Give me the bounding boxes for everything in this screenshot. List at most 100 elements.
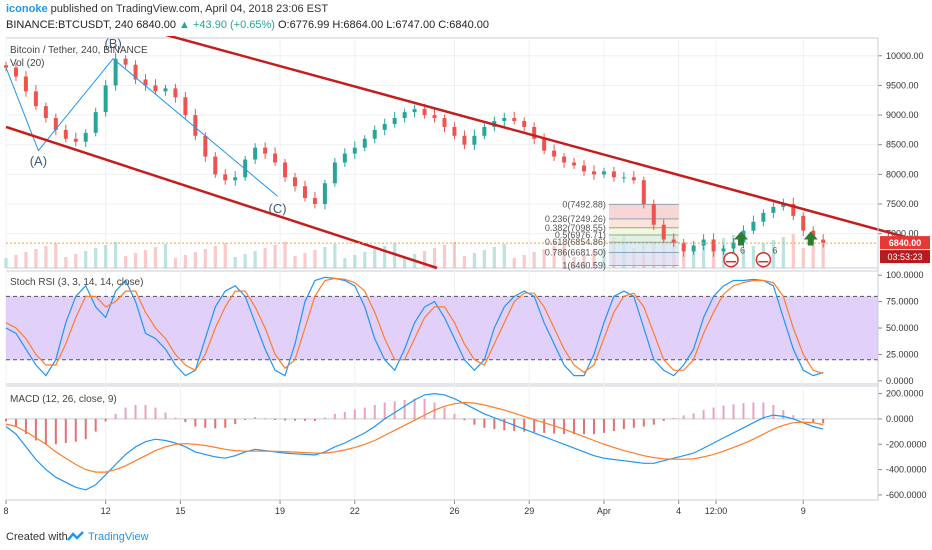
macd-histogram-bar — [363, 407, 366, 419]
chart-area[interactable]: 10000.00 9500.00 9000.00 8500.00 8000.00 7500… — [0, 30, 932, 524]
candle-body — [302, 186, 307, 199]
macd-title: MACD (12, 26, close, 9) — [10, 394, 117, 405]
volume-bar — [821, 242, 825, 268]
stoch-axis-label: 100.0000 — [886, 270, 924, 280]
candle-body — [73, 138, 78, 142]
candle-body — [233, 177, 238, 181]
candle-body — [263, 147, 268, 154]
last-price: 6840.00 — [136, 19, 176, 31]
volume-bar — [482, 250, 486, 268]
event-up-arrow-icon[interactable] — [733, 231, 748, 246]
candle-body — [781, 203, 786, 207]
candle-body — [362, 138, 367, 148]
fib-zone — [608, 252, 679, 266]
chart-svg[interactable]: 10000.00 9500.00 9000.00 8500.00 8000.00 7500… — [0, 30, 932, 524]
price-pane[interactable] — [5, 37, 879, 269]
price-pane-title: Bitcoin / Tether, 240, BINANCE — [10, 45, 148, 56]
candle-body — [4, 65, 8, 68]
candle-body — [123, 58, 128, 65]
volume-bar — [153, 247, 158, 268]
price-axis-label: 9500.00 — [886, 80, 919, 90]
candle-body — [153, 85, 158, 92]
volume-bar — [253, 251, 257, 268]
candle-body — [771, 206, 776, 213]
stoch-rsi-d-line — [5, 277, 824, 374]
candle-body — [671, 239, 676, 243]
candle-body — [193, 115, 198, 136]
volume-bar — [771, 240, 775, 268]
candle-body — [283, 162, 288, 178]
macd-histogram-bar — [493, 418, 496, 430]
macd-histogram-bar — [104, 418, 107, 422]
candle-body — [93, 112, 98, 133]
macd-histogram-bar — [373, 405, 376, 419]
volume-bar — [283, 242, 287, 268]
us-flag-event-icon[interactable] — [723, 251, 739, 268]
us-flag-event-icon[interactable] — [755, 251, 772, 268]
macd-histogram-bar — [752, 402, 755, 419]
macd-histogram-bar — [313, 418, 316, 421]
tradingview-link[interactable]: TradingView — [88, 531, 149, 543]
volume-bar — [34, 249, 38, 268]
macd-histogram-bar — [64, 418, 67, 443]
candle-body — [661, 224, 666, 240]
macd-histogram-bar — [174, 417, 177, 419]
candle-body — [412, 109, 417, 113]
macd-histogram-bar — [822, 418, 825, 424]
candle-body — [711, 239, 716, 252]
volume-bar — [462, 256, 467, 268]
volume-bar — [363, 252, 367, 268]
stoch-axis-label: 25.0000 — [886, 349, 919, 359]
candle-body — [552, 150, 557, 157]
macd-histogram-bar — [303, 418, 306, 421]
macd-histogram-bar — [44, 418, 47, 445]
macd-histogram-bar — [772, 405, 775, 419]
macd-histogram-bar — [602, 418, 605, 433]
macd-histogram-bar — [712, 407, 715, 419]
candle-body — [532, 126, 537, 139]
macd-histogram-bar — [284, 418, 287, 421]
fib-level-label: 0.5(6976.71) — [555, 230, 606, 240]
candle-body — [681, 242, 686, 252]
volume-bar — [692, 247, 696, 268]
author-name[interactable]: iconoke — [6, 3, 48, 15]
macd-histogram-bar — [254, 417, 257, 419]
macd-histogram-bar — [114, 413, 117, 419]
candle-body — [591, 171, 596, 175]
volume-bar — [373, 249, 377, 268]
volume-bar — [502, 244, 506, 268]
price-axis-label: 7000.00 — [886, 229, 919, 239]
price-change: ▲ +43.90 (+0.65%) — [179, 19, 275, 31]
volume-bar — [293, 256, 297, 268]
macd-pane[interactable] — [5, 385, 879, 501]
event-up-arrow-icon[interactable] — [803, 231, 818, 246]
macd-histogram-bar — [423, 398, 426, 419]
candle-body — [472, 135, 477, 145]
macd-histogram-bar — [583, 418, 586, 435]
macd-histogram-bar — [592, 418, 595, 435]
macd-histogram-bar — [124, 407, 127, 419]
macd-histogram-bar — [24, 418, 27, 435]
candle-body — [13, 67, 18, 77]
macd-histogram-bar — [214, 418, 217, 429]
candle-body — [183, 97, 188, 116]
volume-bar — [123, 256, 128, 268]
candle-body — [641, 180, 646, 204]
candle-body — [203, 135, 208, 157]
candle-body — [43, 106, 48, 119]
volume-bar — [74, 254, 78, 268]
volume-bar — [333, 244, 337, 268]
candle-body — [731, 242, 736, 249]
wave-zigzag-line — [5, 57, 278, 197]
candle-body — [631, 177, 636, 181]
countdown-label: 03:53:23 — [887, 252, 922, 262]
published-text: published on TradingView.com, April 04, … — [50, 3, 329, 15]
candle-body — [482, 126, 487, 136]
macd-histogram-bar — [563, 418, 566, 435]
candle-body — [522, 120, 527, 127]
symbol-label[interactable]: BINANCE:BTCUSDT, 240 — [6, 19, 134, 31]
candle-body — [542, 138, 547, 151]
macd-histogram-bar — [84, 418, 87, 440]
volume-bar — [313, 250, 317, 268]
time-axis-label: 29 — [524, 506, 534, 516]
